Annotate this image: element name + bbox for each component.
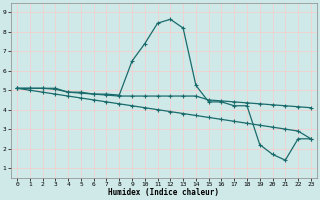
X-axis label: Humidex (Indice chaleur): Humidex (Indice chaleur)	[108, 188, 220, 197]
